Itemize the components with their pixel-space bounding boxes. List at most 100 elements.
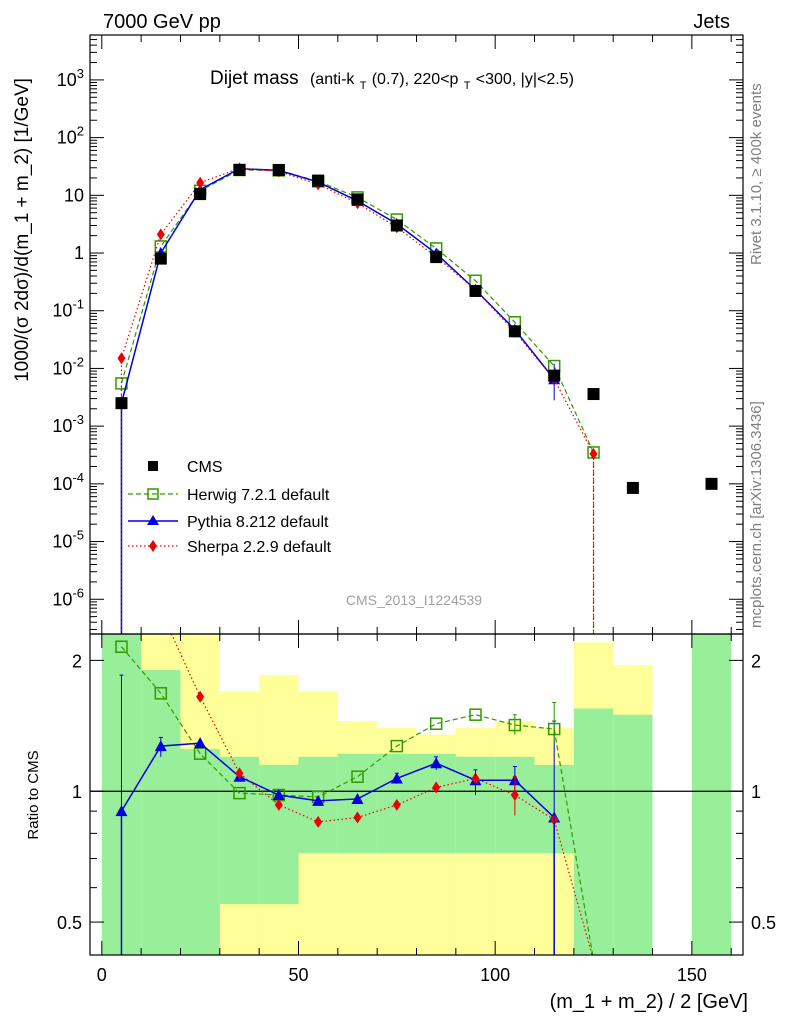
ratio-y-tick-label-right: 2 [751, 651, 761, 671]
legend-label-sherpa: Sherpa 2.2.9 default [187, 539, 332, 556]
pythia-ratio-point [351, 792, 364, 804]
legend-marker-herwig [147, 488, 159, 500]
band-inner-bin [573, 708, 614, 955]
main-y-tick-label: 10-1 [52, 297, 84, 321]
legend-label-cms: CMS [187, 459, 223, 476]
x-tick-label: 50 [288, 965, 308, 985]
main-y-tick-label: 102 [57, 124, 84, 148]
x-tick-label: 150 [677, 965, 707, 985]
x-tick-label: 100 [480, 965, 510, 985]
main-y-tick-label: 10-3 [52, 412, 84, 436]
band-inner-bin [180, 749, 220, 955]
main-plot-area [115, 162, 718, 634]
rivet-label: Rivet 3.1.10, ≥ 400k events [748, 83, 765, 265]
sherpa-ratio-point [235, 767, 244, 780]
sherpa-ratio-point [392, 798, 401, 811]
ratio-uncertainty-band [90, 634, 743, 955]
pythia-main-line [120, 167, 555, 634]
cms-data-point [469, 284, 482, 297]
main-y-tick-label: 10-6 [52, 585, 84, 609]
herwig-main-line [120, 169, 595, 634]
band-inner-bin [259, 764, 299, 905]
ratio-y-axis-label: Ratio to CMS [25, 750, 42, 839]
band-inner-bin [613, 714, 653, 955]
sherpa-ratio-point [314, 815, 323, 828]
legend-item-herwig: Herwig 7.2.1 default [128, 487, 330, 504]
legend-marker-cms [148, 461, 158, 471]
cms-data-point [508, 325, 521, 338]
sherpa-ratio-point [432, 781, 441, 794]
plot-title-main: Dijet mass [210, 68, 299, 89]
header-right: Jets [693, 11, 730, 33]
ratio-panel-series [115, 605, 594, 955]
sherpa-main-point [156, 228, 165, 241]
sherpa-main-point [589, 447, 598, 460]
herwig-ratio-point [469, 708, 482, 721]
herwig-ratio-point [115, 640, 128, 653]
legend-item-cms: CMS [148, 459, 223, 476]
x-axis-label: (m_1 + m_2) / 2 [GeV] [550, 991, 748, 1013]
cms-data-point [194, 188, 207, 201]
herwig-ratio-point [390, 739, 404, 753]
sherpa-ratio-point [196, 690, 205, 703]
cms-data-point [233, 163, 246, 176]
header-left: 7000 GeV pp [103, 11, 221, 33]
band-inner-bin [416, 753, 456, 854]
cms-data-point [626, 481, 639, 494]
ratio-y-tick-label-right: 1 [751, 782, 761, 802]
herwig-ratio-point [193, 747, 207, 760]
sherpa-main-line [120, 167, 595, 634]
legend-marker-pythia [147, 515, 159, 525]
cms-data-point [587, 388, 600, 401]
ratio-y-tick-label-left: 0.5 [57, 913, 82, 933]
cms-data-point [272, 163, 285, 176]
legend-label-pythia: Pythia 8.212 default [187, 514, 329, 531]
legend: CMS Herwig 7.2.1 default Pythia 8.212 de… [128, 459, 332, 556]
herwig-ratio-point [351, 770, 364, 783]
cms-data-point [548, 369, 561, 382]
ratio-y-tick-label-left: 2 [72, 651, 82, 671]
cms-data-point [390, 219, 403, 232]
herwig-ratio-point [233, 786, 246, 800]
main-panel-series [115, 162, 718, 634]
band-inner-bin [691, 634, 732, 955]
sherpa-ratio-point [157, 605, 165, 617]
cms-data-point [154, 252, 167, 265]
pythia-ratio-line [120, 742, 555, 955]
plot-title: Dijet mass (anti-k T (0.7), 220<p T <300… [210, 68, 574, 94]
main-y-tick-label: 10 [64, 185, 84, 205]
x-tick-label: 0 [97, 965, 107, 985]
herwig-ratio-point [154, 687, 168, 700]
ratio-y-tick-label-right: 0.5 [751, 913, 776, 933]
cms-data-point [430, 251, 443, 264]
main-y-tick-label: 1 [74, 243, 84, 263]
ratio-plot-area [115, 605, 594, 955]
pythia-ratio-point [312, 794, 325, 806]
main-y-axis-label: 1000/(σ 2dσ)/d(m_1 + m_2) [1/GeV] [12, 78, 33, 382]
sherpa-main-point [196, 176, 205, 189]
plot-title-detail: (anti-k [310, 71, 355, 88]
pythia-ratio-point [272, 789, 285, 801]
axes-frames: 0 50 100 150 10-6 10-5 10-4 10-3 10-2 10-1 1 10 102 1… [52, 34, 776, 985]
legend-item-sherpa: Sherpa 2.2.9 default [128, 539, 332, 556]
sherpa-main-point [117, 352, 126, 365]
main-y-tick-label: 103 [57, 66, 84, 90]
main-y-tick-label: 10-2 [52, 354, 84, 378]
cms-data-point [115, 397, 128, 410]
cms-data-point [312, 174, 325, 187]
herwig-ratio-point [429, 717, 443, 730]
legend-item-pythia: Pythia 8.212 default [128, 514, 329, 531]
pythia-ratio-point [194, 737, 207, 749]
cms-data-point [351, 193, 364, 206]
cms-data-point [705, 477, 718, 490]
sherpa-ratio-point [274, 798, 283, 811]
mcplots-label: mcplots.cern.ch [arXiv:1306.3436] [748, 401, 765, 628]
analysis-watermark: CMS_2013_I1224539 [346, 592, 482, 608]
legend-marker-sherpa [149, 540, 157, 552]
main-y-tick-label: 10-5 [52, 528, 84, 552]
ratio-y-tick-label-left: 1 [72, 782, 82, 802]
main-y-tick-label: 10-4 [52, 470, 84, 494]
sherpa-ratio-point [353, 811, 362, 824]
legend-label-herwig: Herwig 7.2.1 default [187, 487, 330, 504]
